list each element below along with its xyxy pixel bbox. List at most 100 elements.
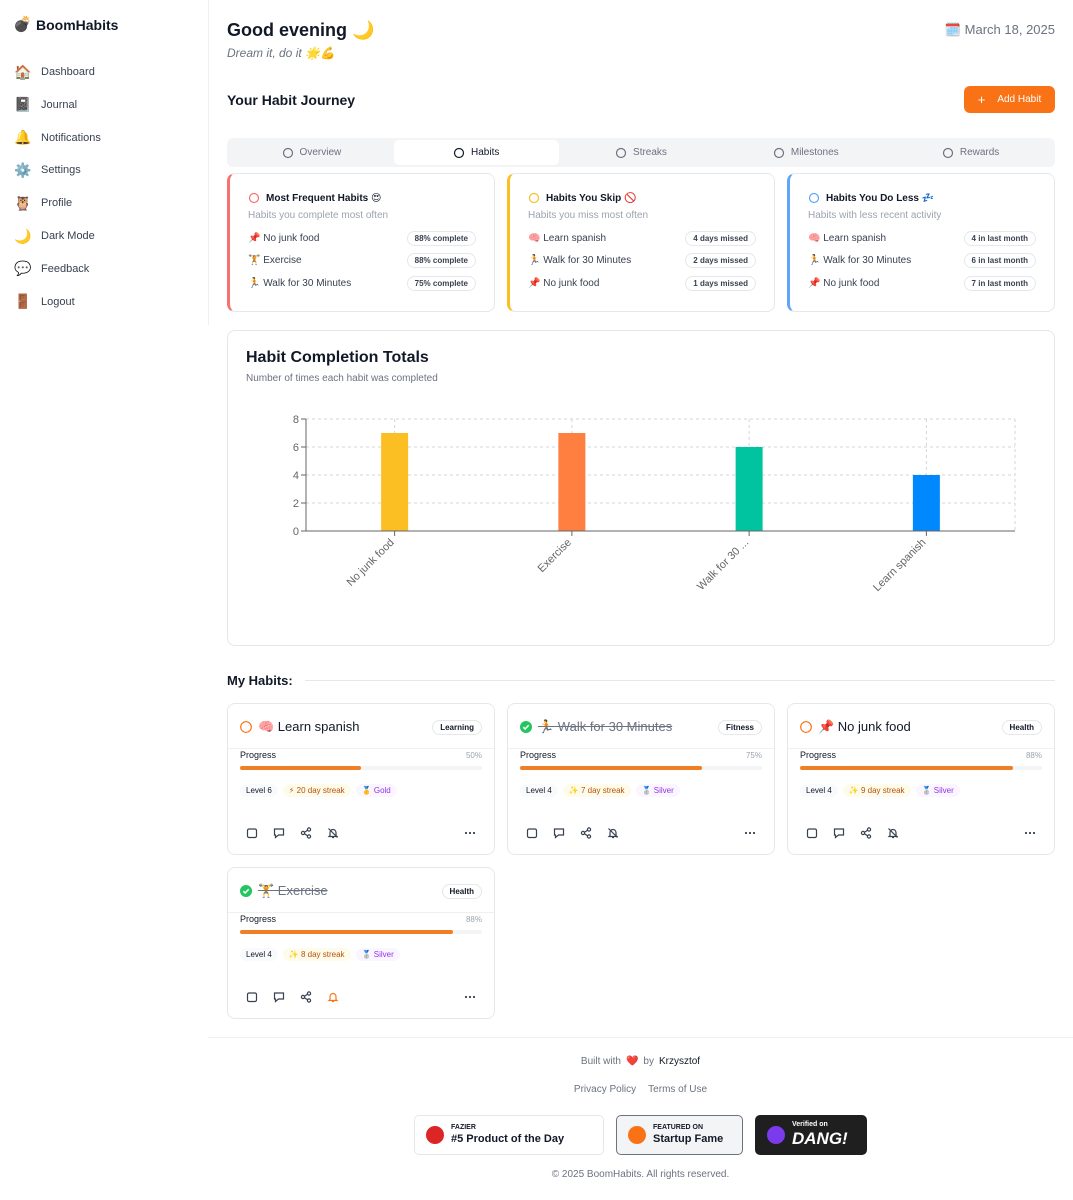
- sidebar-label: Notifications: [41, 131, 101, 144]
- icon-shape: [304, 993, 308, 1001]
- insight-subtitle: Habits with less recent activity: [808, 210, 942, 221]
- footer-link[interactable]: Terms of Use: [648, 1084, 708, 1095]
- progress-percent: 88%: [465, 914, 482, 924]
- journey-title: Your Habit Journey: [227, 92, 356, 108]
- badge-logo: [628, 1126, 646, 1144]
- built-with: Built with ❤️ by Krzysztof: [208, 1056, 1073, 1067]
- progress-row: Progress 88%: [240, 914, 482, 924]
- reminder-button[interactable]: [607, 827, 619, 839]
- sidebar-icon: 🚪: [14, 293, 32, 310]
- tab-label: Rewards: [959, 147, 1000, 158]
- check-mark: [242, 888, 250, 895]
- journal-button[interactable]: [273, 827, 285, 839]
- insight-header: Habits You Do Less 💤: [808, 192, 1036, 204]
- sidebar-item[interactable]: 🚪 Logout: [14, 291, 194, 313]
- insight-title: Habits You Skip 🚫: [546, 192, 637, 204]
- icon-shape: [306, 827, 312, 832]
- habit-checkbox[interactable]: [240, 885, 252, 897]
- tab[interactable]: Rewards: [888, 140, 1053, 165]
- sidebar-item[interactable]: 🔔 Notifications: [14, 127, 194, 149]
- badge-logo: [426, 1126, 444, 1144]
- badge-text: FEATURED ON Startup Fame: [653, 1124, 723, 1146]
- more-button[interactable]: [744, 827, 756, 839]
- icon-shape: [888, 828, 898, 838]
- footer-badge[interactable]: Verified on DANG!: [755, 1115, 867, 1155]
- insight-row: 🏃 Walk for 30 Minutes 75% complete: [248, 272, 476, 295]
- share-button[interactable]: [860, 827, 872, 839]
- habit-checkbox[interactable]: [240, 721, 252, 733]
- habit-actions: [246, 827, 476, 839]
- progress-label: Progress: [240, 914, 277, 924]
- progress-track: [240, 930, 482, 934]
- habit-category: Fitness: [717, 719, 762, 735]
- y-tick-label: 4: [293, 470, 299, 482]
- icon-shape: [584, 829, 588, 837]
- y-tick-label: 6: [293, 442, 299, 454]
- badge-big: #5 Product of the Day: [451, 1132, 565, 1145]
- tab-icon: [942, 147, 953, 158]
- sidebar-item[interactable]: 💬 Feedback: [14, 258, 194, 280]
- tab[interactable]: Overview: [229, 140, 394, 165]
- share-button[interactable]: [300, 827, 312, 839]
- share-button[interactable]: [300, 991, 312, 1003]
- icon-shape: [453, 147, 465, 158]
- habit-name: 🏋️ Exercise: [258, 883, 328, 898]
- footer-badge[interactable]: FAZIER #5 Product of the Day: [414, 1115, 604, 1155]
- sidebar-item[interactable]: 🌙 Dark Mode: [14, 225, 194, 247]
- author[interactable]: Krzysztof: [658, 1056, 701, 1067]
- progress-bar: [800, 766, 1013, 770]
- greeting: Good evening 🌙: [227, 20, 375, 40]
- footer-links: Privacy Policy Terms of Use: [208, 1084, 1073, 1095]
- insight-habit: 🏃 Walk for 30 Minutes: [808, 255, 912, 267]
- calendar-button[interactable]: [246, 991, 258, 1003]
- icon-shape: [327, 992, 339, 1003]
- sidebar-icon: ⚙️: [14, 161, 32, 178]
- journal-button[interactable]: [553, 827, 565, 839]
- journal-button[interactable]: [833, 827, 845, 839]
- icon-shape: [580, 830, 586, 836]
- tab[interactable]: Streaks: [559, 140, 724, 165]
- dot: [464, 831, 468, 835]
- check-ring: [240, 721, 252, 733]
- insight-title: Habits You Do Less 💤: [826, 192, 935, 204]
- section-divider: [305, 680, 1055, 681]
- check-ring: [800, 721, 812, 733]
- journal-button[interactable]: [273, 991, 285, 1003]
- dot: [468, 995, 472, 999]
- reminder-button[interactable]: [327, 827, 339, 839]
- icon-shape: [866, 834, 872, 839]
- sidebar-item[interactable]: 🏠 Dashboard: [14, 61, 194, 83]
- footer-link[interactable]: Privacy Policy: [573, 1084, 637, 1095]
- more-button[interactable]: [464, 827, 476, 839]
- reminder-button[interactable]: [887, 827, 899, 839]
- tab-bar: Overview Habits Streaks Milestones Rewards: [227, 138, 1055, 167]
- sidebar-item[interactable]: 📓 Journal: [14, 94, 194, 116]
- built-with-text: Built with: [580, 1056, 621, 1067]
- add-habit-button[interactable]: + Add Habit: [964, 86, 1055, 113]
- sidebar-item[interactable]: 🦉 Profile: [14, 192, 194, 214]
- more-button[interactable]: [1024, 827, 1036, 839]
- badge-big: Startup Fame: [653, 1132, 724, 1145]
- tab[interactable]: Habits: [393, 140, 559, 165]
- footer-badge[interactable]: FEATURED ON Startup Fame: [616, 1115, 743, 1155]
- insight-header: Habits You Skip 🚫: [528, 192, 756, 204]
- habit-checkbox[interactable]: [520, 721, 532, 733]
- icon-shape: [833, 828, 845, 839]
- habit-header: 📌 No junk food Health: [800, 717, 1042, 737]
- calendar-button[interactable]: [246, 827, 258, 839]
- icon-shape: [328, 828, 338, 838]
- icon-shape: [586, 834, 592, 839]
- my-habits-title: My Habits:: [227, 673, 293, 688]
- tab[interactable]: Milestones: [723, 140, 888, 165]
- calendar-button[interactable]: [806, 827, 818, 839]
- more-button[interactable]: [464, 991, 476, 1003]
- reminder-button[interactable]: [327, 991, 339, 1003]
- habit-badges: Level 4 ✨ 7 day streak 🥈 Silver: [520, 784, 680, 797]
- insight-header: Most Frequent Habits 😍: [248, 192, 476, 204]
- share-button[interactable]: [580, 827, 592, 839]
- dot: [1024, 831, 1028, 835]
- sidebar-item[interactable]: ⚙️ Settings: [14, 159, 194, 181]
- icon-shape: [282, 147, 293, 158]
- habit-checkbox[interactable]: [800, 721, 812, 733]
- calendar-button[interactable]: [526, 827, 538, 839]
